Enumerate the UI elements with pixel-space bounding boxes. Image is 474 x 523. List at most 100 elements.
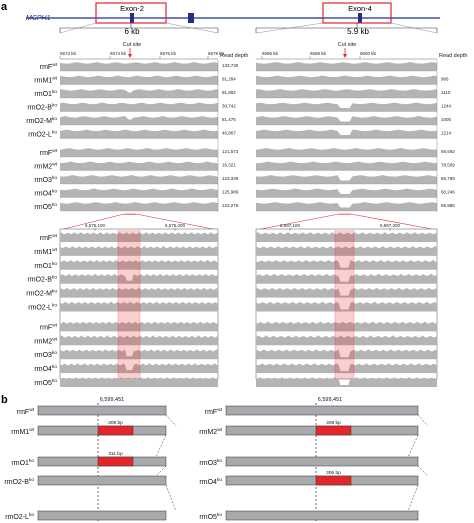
sample-label-b-genotype: ko <box>29 458 34 464</box>
zoom-coord-tick: 6,597,100 <box>280 223 301 228</box>
insertion-size-label: 306 bp <box>326 470 341 476</box>
cut-site-arrowhead <box>128 54 132 58</box>
sample-label-zoom-name: rmO2-B <box>27 277 52 284</box>
sample-label-b-name: rmO2-B <box>4 479 29 486</box>
sample-label-upper-name: rmO2-B <box>27 105 52 112</box>
insertion-size-label: 308 bp <box>326 420 341 426</box>
sample-label-upper: rmO1ko <box>34 89 57 98</box>
alignment-connector <box>155 465 167 477</box>
read-depth-value: 125,986 <box>222 190 239 195</box>
sample-label-zoom-genotype: wt <box>52 233 57 239</box>
sample-label-upper-name: rmF <box>40 150 52 157</box>
coverage-track <box>60 129 218 139</box>
read-depth-value: 78,509 <box>441 163 455 168</box>
zoom-coverage-track <box>256 363 437 374</box>
sample-label-upper: rmO5ko <box>34 202 57 211</box>
sample-label-upper-genotype: ko <box>52 89 57 95</box>
cut-coordinate-label: 6,599,451 <box>100 397 124 403</box>
sample-label-zoom-genotype: wt <box>52 336 57 342</box>
genomic-segment <box>37 405 167 416</box>
sample-label-upper-genotype: ko <box>52 130 57 136</box>
zoom-coverage-track <box>256 377 437 387</box>
sample-label-upper-name: rmM1 <box>34 78 52 85</box>
sample-label-zoom: rmFwt <box>40 322 58 331</box>
sample-label-upper-genotype: wt <box>52 76 57 82</box>
read-depth-value: 123,335 <box>222 176 239 181</box>
sample-label-upper: rmFwt <box>40 62 58 71</box>
coverage-track <box>60 62 218 71</box>
insertion-size-label: 309 bp <box>108 420 123 426</box>
coord-tick-label: 6598 kb <box>310 51 327 56</box>
coverage-track <box>60 75 218 85</box>
sample-label-zoom: rmM1wt <box>34 247 57 256</box>
sample-label-zoom: rmO4ko <box>34 364 57 373</box>
sample-label-zoom: rmO1ko <box>34 261 57 270</box>
zoom-coverage-track <box>256 287 437 298</box>
sample-label-zoom-genotype: wt <box>52 247 57 253</box>
sample-label-b: rmO5ko <box>199 512 222 521</box>
sample-label-b-genotype: ko <box>217 512 222 518</box>
zoom-line <box>255 22 324 34</box>
read-depth-value: 46,867 <box>222 131 236 136</box>
sample-label-b: rmO3ko <box>199 458 222 467</box>
read-depth-value: 966 <box>441 77 449 82</box>
zoom-coverage-track <box>60 259 218 270</box>
sample-label-b-genotype: ko <box>29 512 34 518</box>
insertion-block <box>97 456 134 467</box>
sample-label-zoom-genotype: wt <box>52 322 57 328</box>
sample-label-zoom-genotype: ko <box>52 303 57 309</box>
sample-label-zoom-name: rmO2-L <box>28 305 52 312</box>
coverage-track <box>256 148 437 157</box>
alignment-connector <box>165 414 177 427</box>
coord-tick-label: 6578 kb <box>208 51 225 56</box>
sample-label-b-genotype: ko <box>29 477 34 483</box>
alignment-connector <box>165 484 177 512</box>
sample-label-zoom-name: rmO2-M <box>26 291 52 298</box>
sample-label-b-genotype: wt <box>29 427 34 433</box>
coord-tick-label: 6576 kb <box>160 51 177 56</box>
sample-label-zoom-genotype: ko <box>52 364 57 370</box>
sample-label-upper-name: rmO4 <box>34 191 52 198</box>
gene-exon-block <box>130 13 134 23</box>
coord-tick-label: 6572 kb <box>60 51 77 56</box>
zoom-coverage-track <box>256 349 437 360</box>
region-size-label: 6 kb <box>124 27 140 36</box>
coord-tick-label: 6596 kb <box>262 51 279 56</box>
sample-label-zoom-name: rmO1 <box>34 263 52 270</box>
read-depth-value: 1110 <box>441 90 451 95</box>
read-depth-value: 60,246 <box>441 190 455 195</box>
alignment-connector <box>417 414 429 427</box>
coverage-track <box>60 188 218 198</box>
sample-label-zoom-name: rmO4 <box>34 366 52 373</box>
cut-site-highlight <box>118 230 140 379</box>
zoom-coverage-track <box>256 259 437 270</box>
genomic-segment <box>225 510 419 521</box>
coverage-track <box>256 129 437 139</box>
sample-label-zoom-name: rmO5 <box>34 380 52 387</box>
sample-label-upper: rmO2-Lko <box>28 130 57 139</box>
sample-label-zoom: rmO5ko <box>34 378 57 387</box>
zoom-source <box>124 214 136 215</box>
sample-label-zoom-name: rmM2 <box>34 338 52 345</box>
sample-label-upper-name: rmF <box>40 64 52 71</box>
sample-label-zoom: rmO2-Lko <box>28 303 57 312</box>
zoom-coverage-track <box>256 232 437 242</box>
read-depth-value: 1244 <box>441 104 452 109</box>
coverage-track <box>256 116 437 125</box>
read-depth-value: 66,789 <box>441 176 455 181</box>
genomic-segment <box>37 475 167 486</box>
alignment-connector <box>417 465 429 477</box>
sample-label-b: rmO4ko <box>199 477 222 486</box>
sample-label-b-name: rmO1 <box>11 460 29 467</box>
sample-label-b-name: rmO4 <box>199 479 217 486</box>
zoom-coord-tick: 6,597,200 <box>380 223 401 228</box>
sample-label-b: rmM2wt <box>199 427 222 436</box>
insertion-block <box>315 425 352 436</box>
alignment-connector <box>407 434 419 458</box>
read-depth-value: 1000 <box>441 117 452 122</box>
sample-label-b-genotype: wt <box>217 427 222 433</box>
zoom-coverage-track <box>60 301 218 312</box>
sample-label-b: rmM1wt <box>11 427 34 436</box>
sample-label-b-name: rmO3 <box>199 460 217 467</box>
